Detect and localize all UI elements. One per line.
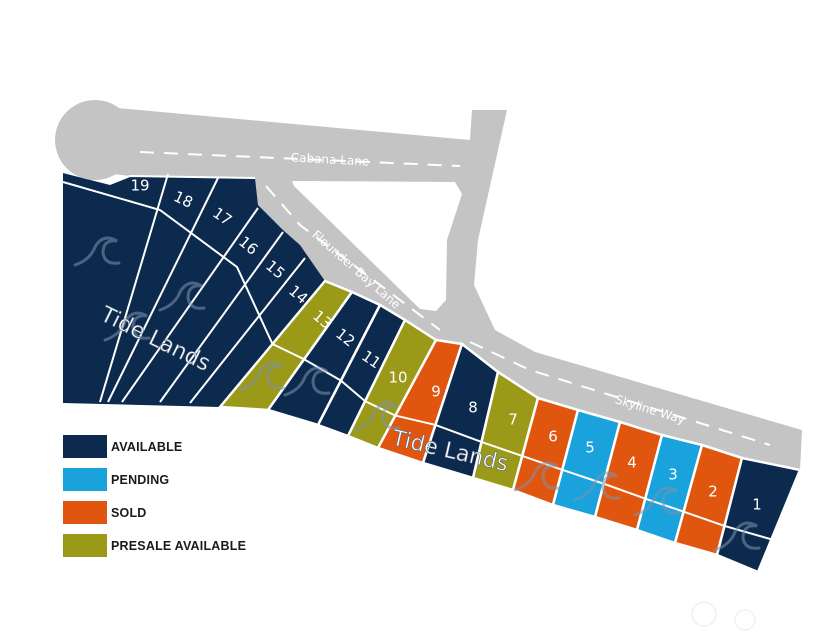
lot-number-10: 10 — [388, 369, 407, 387]
wave-icon — [238, 361, 286, 392]
lot-number-7: 7 — [508, 411, 518, 429]
swatch-sold — [63, 501, 107, 524]
swatch-presale — [63, 534, 107, 557]
decorative-circle — [691, 601, 717, 627]
lot-line — [99, 173, 169, 403]
cabana-centerline — [139, 151, 461, 167]
lot-line — [189, 257, 306, 404]
legend: AVAILABLE PENDING SOLD PRESALE AVAILABLE — [63, 435, 246, 567]
waves — [73, 236, 761, 552]
legend-item-pending: PENDING — [63, 468, 246, 491]
roads — [95, 106, 802, 470]
lot-number-6: 6 — [548, 428, 558, 446]
decorative-circle — [734, 609, 756, 631]
wave-icon — [513, 461, 561, 492]
wave-icon — [158, 281, 206, 312]
legend-label: PENDING — [111, 472, 170, 487]
lot-block-14-19[interactable] — [63, 172, 325, 407]
lot-lines — [62, 171, 772, 541]
legend-item-presale: PRESALE AVAILABLE — [63, 534, 246, 557]
lot-line — [159, 231, 284, 403]
lot-number-4: 4 — [627, 454, 637, 472]
wave-icon — [633, 486, 681, 517]
lot-number-9: 9 — [431, 383, 441, 401]
lot-line — [107, 177, 219, 403]
lot-number-8: 8 — [468, 399, 478, 417]
legend-item-sold: SOLD — [63, 501, 246, 524]
legend-item-available: AVAILABLE — [63, 435, 246, 458]
lot-1[interactable] — [715, 456, 802, 574]
lot-number-3: 3 — [668, 466, 678, 484]
road-network — [95, 106, 802, 470]
swatch-available — [63, 435, 107, 458]
lot-number-5: 5 — [585, 439, 595, 457]
legend-label: AVAILABLE — [111, 439, 183, 454]
road-island — [292, 181, 462, 311]
lot-number-2: 2 — [708, 483, 718, 501]
lot-number-1: 1 — [752, 496, 762, 514]
legend-label: PRESALE AVAILABLE — [111, 538, 247, 553]
legend-label: SOLD — [111, 505, 147, 520]
lot-number-19: 19 — [130, 177, 149, 195]
lots — [63, 172, 802, 574]
swatch-pending — [63, 468, 107, 491]
road-label-cabana: Cabana Lane — [290, 150, 369, 168]
wave-icon — [283, 366, 331, 397]
flounder-centerline — [265, 185, 441, 331]
wave-icon — [353, 401, 401, 432]
wave-icon — [573, 471, 621, 502]
tidelands-boundary — [62, 181, 772, 541]
wave-icon — [103, 311, 151, 342]
wave-icon — [73, 236, 121, 267]
cul-de-sac — [55, 100, 135, 180]
wave-icon — [713, 521, 761, 552]
